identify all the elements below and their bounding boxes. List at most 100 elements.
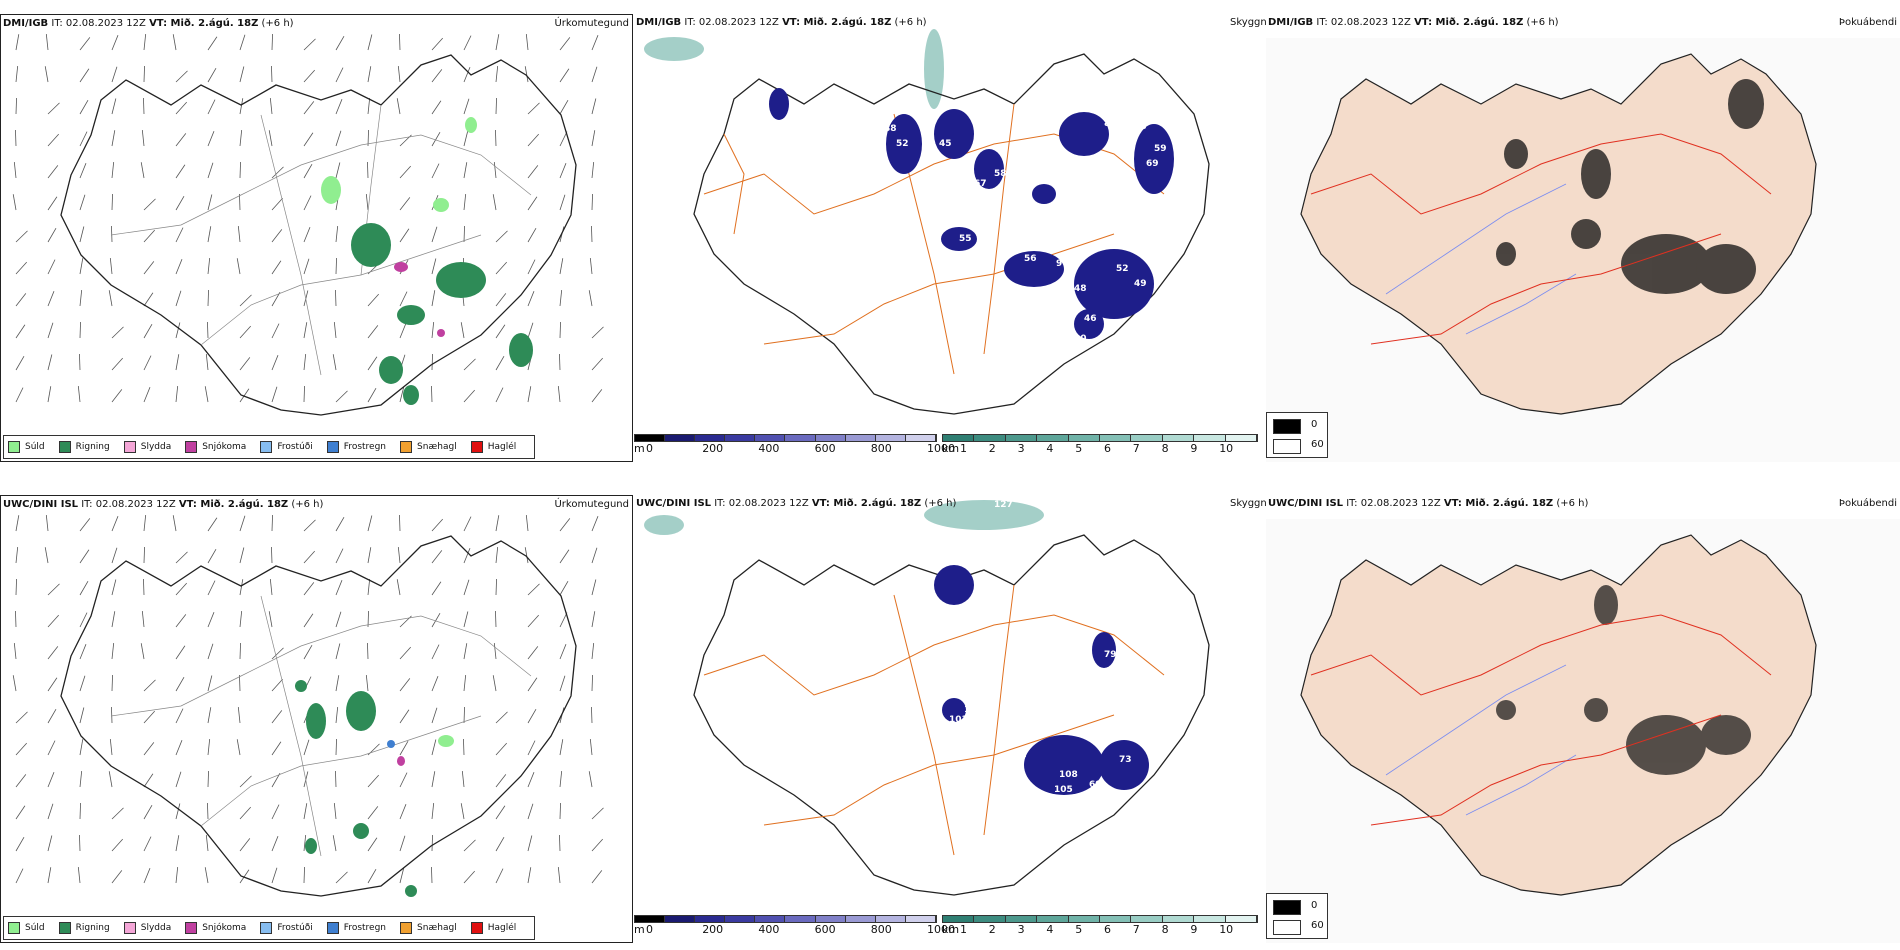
wind-barb	[527, 322, 534, 339]
wind-barb	[47, 196, 58, 211]
fog-legend: 0 60	[1266, 412, 1328, 458]
wind-barb	[495, 805, 506, 820]
colorbar-tick-label: 1000	[927, 442, 955, 455]
wind-barb	[207, 612, 215, 628]
wind-barb	[205, 354, 209, 371]
wind-barb	[431, 676, 439, 692]
wind-barb	[335, 35, 345, 51]
wind-barb	[47, 322, 54, 339]
wind-barb	[495, 547, 499, 564]
wind-barb	[175, 645, 186, 660]
colorbar-tick-label: 1000	[927, 923, 955, 936]
wind-barb	[15, 66, 19, 83]
wind-barb	[45, 515, 49, 532]
panel-title: UWC/DINI ISL IT: 02.08.2023 12Z VT: Mið.…	[636, 498, 957, 509]
cloudbase-panel-bottom: UWC/DINI ISL IT: 02.08.2023 12Z VT: Mið.…	[634, 495, 1264, 943]
wind-barb	[175, 133, 187, 147]
precip-legend-label: Rigning	[75, 442, 110, 452]
wind-barb	[463, 130, 469, 147]
wind-barb	[175, 322, 181, 339]
wind-barb	[269, 98, 273, 115]
wind-barb	[303, 69, 316, 83]
wind-barb	[175, 771, 182, 788]
wind-barb	[111, 130, 116, 147]
wind-barb	[271, 323, 280, 339]
cloudbase-value-label: 13	[1034, 209, 1047, 219]
colorbar-tick-label: 3	[1017, 442, 1025, 455]
precip-legend-item: Haglél	[470, 922, 516, 934]
colorbar-cell	[695, 916, 726, 922]
wind-barb	[47, 677, 58, 692]
wind-barb	[460, 322, 465, 339]
wind-barb	[303, 582, 315, 596]
cloudbase-value-label: 101	[949, 715, 968, 725]
wind-barb	[557, 867, 561, 884]
iceland-land	[1300, 534, 1817, 896]
wind-barb	[367, 387, 377, 403]
wind-barb	[525, 34, 529, 51]
wind-barb	[591, 579, 597, 596]
wind-barb	[559, 163, 567, 179]
wind-barb	[591, 66, 598, 83]
wind-barb	[15, 387, 24, 403]
wind-barb	[207, 770, 209, 788]
wind-barb	[15, 261, 28, 275]
cloudbase-map-bottom	[644, 500, 1210, 896]
wind-barb	[527, 740, 536, 756]
wind-barb	[175, 803, 181, 820]
wind-barb	[303, 195, 312, 211]
cloudbase-value-label: 79	[1104, 650, 1117, 660]
wind-barb	[207, 321, 209, 339]
wind-barb	[271, 647, 284, 660]
wind-barb	[431, 290, 436, 307]
colorbar-cell	[1037, 435, 1069, 441]
wind-barb	[175, 354, 180, 371]
wind-barb	[172, 34, 177, 51]
wind-barb	[559, 675, 566, 692]
wind-barb	[559, 99, 569, 115]
wind-barb	[271, 678, 284, 692]
wind-barb	[207, 194, 213, 211]
cloud-blobs	[769, 88, 1174, 339]
wind-barb	[207, 162, 214, 179]
wind-barb	[207, 131, 215, 147]
wind-barb	[271, 386, 278, 403]
wind-barb	[431, 131, 441, 147]
precip-legend-item: Snæhagl	[400, 922, 457, 934]
wind-barb	[399, 33, 401, 51]
wind-barb	[111, 838, 124, 852]
wind-barb	[335, 643, 341, 660]
colorbar-tick-label: 2	[988, 923, 996, 936]
wind-barb	[15, 547, 19, 564]
rivers	[1385, 183, 1577, 335]
wind-barb	[431, 771, 436, 788]
precip-legend-swatch	[260, 922, 273, 934]
wind-barb	[175, 614, 187, 628]
wind-barb	[431, 322, 435, 339]
wind-barb	[463, 611, 469, 628]
wind-barb	[591, 674, 593, 692]
wind-barb	[367, 129, 369, 147]
wind-barb	[396, 579, 401, 596]
wind-barb	[303, 385, 305, 403]
precip-legend-item: Frostúði	[260, 922, 313, 934]
wind-barb	[559, 258, 564, 275]
wind-barb	[271, 514, 273, 532]
wind-barb	[463, 358, 476, 371]
cloudbase-value-label: 69	[1146, 159, 1159, 169]
colorbar-tick-label: 2	[988, 442, 996, 455]
wind-barb	[335, 675, 340, 692]
colorbar-tick-label: 6	[1104, 923, 1111, 936]
wind-barb	[591, 326, 604, 339]
wind-barb	[111, 35, 119, 51]
wind-barb	[527, 102, 540, 115]
wind-barb	[79, 675, 86, 692]
cloudbase-value-label: 58	[994, 169, 1007, 179]
wind-barb	[367, 806, 379, 820]
colorbar-tick-label: 600	[814, 442, 836, 455]
wind-barb	[367, 66, 372, 83]
colorbar-cell	[695, 435, 726, 441]
wind-barb	[204, 867, 209, 884]
wind-barb	[335, 162, 341, 179]
wind-barb	[495, 66, 499, 83]
